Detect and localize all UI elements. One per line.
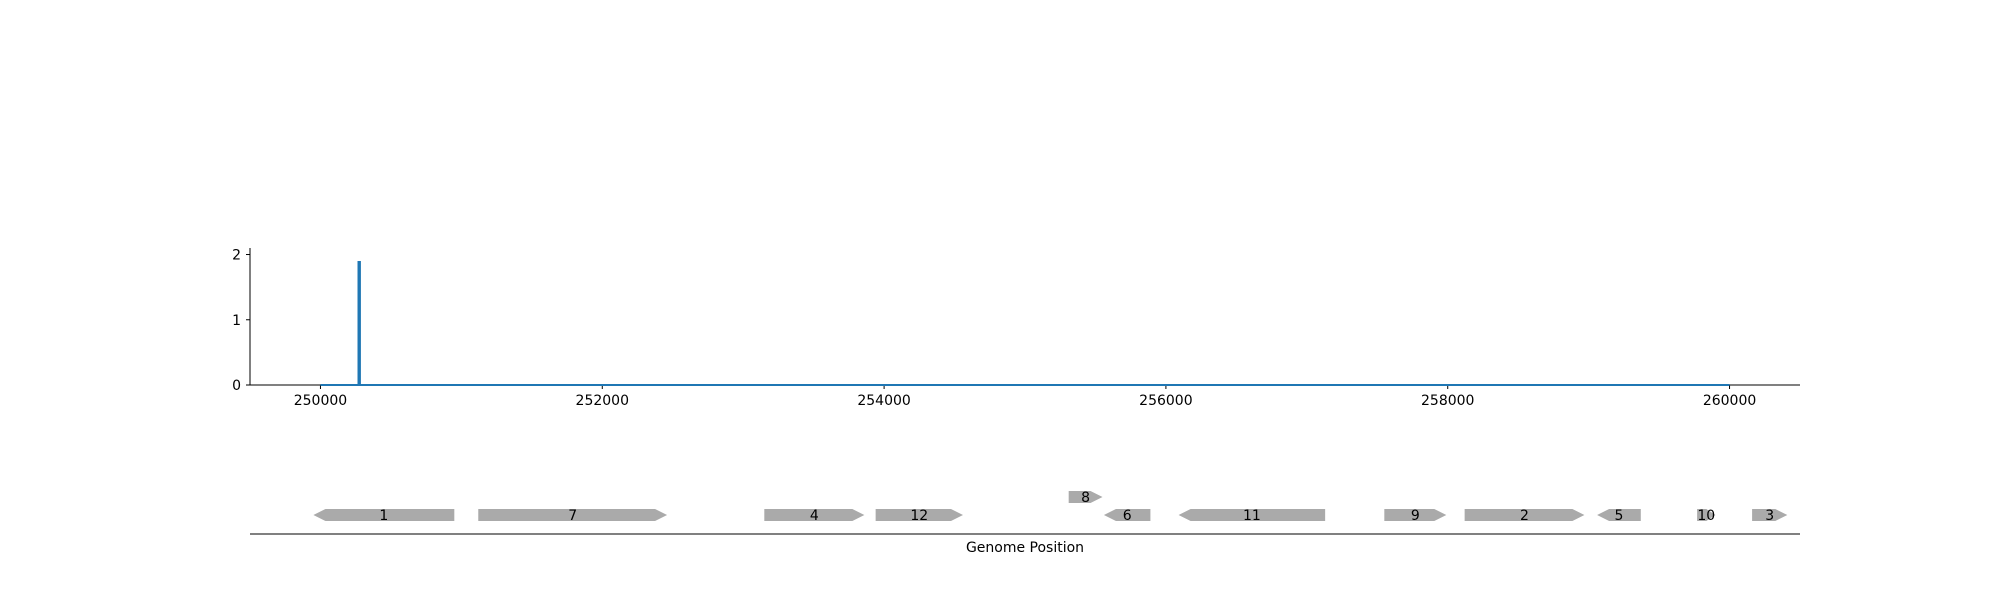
y-ticks: 0 1 2	[232, 248, 250, 394]
gene-label: 5	[1614, 508, 1623, 524]
gene-arrow	[1752, 509, 1788, 521]
gene-label: 4	[810, 508, 819, 524]
gene-arrow	[478, 509, 668, 521]
gene-arrow	[1597, 509, 1641, 521]
gene-map-xlabel: Genome Position	[966, 540, 1084, 556]
genes-layer: 1 7 4 12 8 6 11 9 2 5 10 3	[313, 490, 1788, 524]
gene-label: 9	[1411, 508, 1420, 524]
gene-label: 8	[1081, 490, 1090, 506]
gene-arrow	[764, 509, 865, 521]
coverage-series-line	[320, 261, 1730, 386]
gene-map: 1 7 4 12 8 6 11 9 2 5 10 3 Genome Position	[250, 490, 1800, 556]
gene-label: 10	[1697, 508, 1715, 524]
x-tick-label: 256000	[1139, 393, 1192, 409]
gene-label: 3	[1765, 508, 1774, 524]
gene-label: 2	[1520, 508, 1529, 524]
gene-arrow	[1103, 509, 1151, 521]
gene-arrow	[1697, 509, 1716, 521]
y-tick-label: 0	[232, 378, 241, 394]
gene-label: 6	[1123, 508, 1132, 524]
x-tick-label: 252000	[576, 393, 629, 409]
x-ticks: 250000 252000 254000 256000 258000 260000	[294, 385, 1756, 409]
y-tick-label: 2	[232, 248, 241, 264]
gene-label: 11	[1243, 508, 1261, 524]
gene-arrow	[1178, 509, 1326, 521]
gene-arrow	[1068, 491, 1103, 503]
x-tick-label: 258000	[1421, 393, 1474, 409]
gene-label: 7	[568, 508, 577, 524]
gene-label: 12	[910, 508, 928, 524]
x-tick-label: 254000	[857, 393, 910, 409]
gene-arrow	[1384, 509, 1447, 521]
gene-label: 1	[379, 508, 388, 524]
x-tick-label: 260000	[1703, 393, 1756, 409]
gene-arrow	[875, 509, 963, 521]
gene-arrow	[313, 509, 455, 521]
y-tick-label: 1	[232, 313, 241, 329]
x-tick-label: 250000	[294, 393, 347, 409]
gene-arrow	[1464, 509, 1585, 521]
coverage-plot: 250000 252000 254000 256000 258000 260000 0 1 2	[232, 248, 1800, 409]
series-layer	[320, 261, 1730, 386]
